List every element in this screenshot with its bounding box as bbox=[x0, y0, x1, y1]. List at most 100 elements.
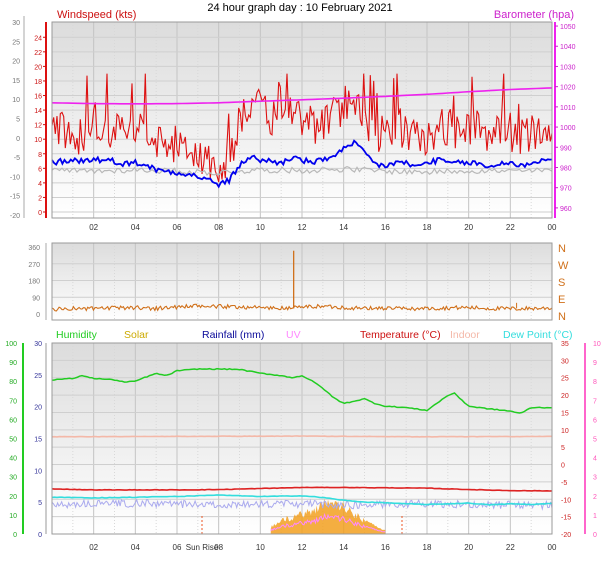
direction-tick-label: 90 bbox=[32, 295, 40, 302]
windspeed-tick-label: 10 bbox=[34, 137, 42, 144]
barometer-tick-label: 1030 bbox=[560, 64, 576, 71]
temp-tick-labels: 1009080706050403020100302520151050353025… bbox=[5, 341, 601, 552]
uv-tick-label: 7 bbox=[593, 398, 597, 405]
x-tick-label: 18 bbox=[423, 543, 432, 552]
outer-tick-label: 5 bbox=[16, 117, 20, 124]
outer-tick-label: -10 bbox=[10, 174, 20, 181]
uv-tick-label: 1 bbox=[593, 513, 597, 520]
windspeed-tick-label: 18 bbox=[34, 79, 42, 86]
windspeed-tick-label: 20 bbox=[34, 64, 42, 71]
windspeed-average-series bbox=[51, 139, 553, 189]
rainfall-tick-label: 30 bbox=[34, 341, 42, 348]
barometer-tick-label: 960 bbox=[560, 206, 572, 213]
x-tick-label: 16 bbox=[381, 223, 390, 232]
wind-series bbox=[51, 73, 553, 189]
rainfall-tick-label: 15 bbox=[34, 437, 42, 444]
x-tick-label: 00 bbox=[548, 543, 557, 552]
barometer-tick-label: 1020 bbox=[560, 85, 576, 92]
windspeed-tick-label: 14 bbox=[34, 108, 42, 115]
outer-tick-label: 0 bbox=[16, 136, 20, 143]
windspeed-gust-series bbox=[51, 73, 553, 183]
temperature-tick-label: -20 bbox=[561, 532, 571, 539]
windspeed-tick-label: 4 bbox=[38, 181, 42, 188]
windspeed-tick-label: 0 bbox=[38, 210, 42, 217]
legend-label: UV bbox=[286, 329, 301, 341]
x-tick-label: 08 bbox=[214, 543, 223, 552]
x-tick-label: 04 bbox=[131, 543, 140, 552]
x-tick-label: 18 bbox=[423, 223, 432, 232]
humidity-tick-label: 60 bbox=[9, 417, 17, 424]
legend-label: Temperature (°C) bbox=[360, 329, 441, 341]
uv-tick-label: 2 bbox=[593, 494, 597, 501]
x-tick-label: 12 bbox=[298, 223, 307, 232]
temp-legend: Humidity Solar Rainfall (mm) UV Temperature … bbox=[56, 329, 573, 341]
x-tick-label: 06 bbox=[173, 223, 182, 232]
wind-plot-border bbox=[51, 21, 553, 219]
x-tick-label: 10 bbox=[256, 223, 265, 232]
temp-series bbox=[51, 367, 553, 534]
temperature-tick-label: -15 bbox=[561, 515, 571, 522]
uv-series bbox=[270, 512, 386, 533]
barometer-tick-label: 1010 bbox=[560, 105, 576, 112]
outer-tick-label: 15 bbox=[12, 78, 20, 85]
outer-tick-label: 25 bbox=[12, 39, 20, 46]
direction-gridlines bbox=[52, 243, 552, 320]
temperature-series bbox=[51, 486, 553, 492]
x-tick-label: 22 bbox=[506, 543, 515, 552]
temperature-tick-label: 20 bbox=[561, 393, 569, 400]
humidity-tick-label: 50 bbox=[9, 437, 17, 444]
compass-label: W bbox=[558, 260, 569, 272]
windspeed-tick-label: 8 bbox=[38, 152, 42, 159]
chart-title: 24 hour graph day : 10 February 2021 bbox=[207, 2, 392, 14]
temperature-tick-label: -10 bbox=[561, 497, 571, 504]
uv-tick-label: 3 bbox=[593, 475, 597, 482]
humidity-tick-label: 100 bbox=[5, 341, 17, 348]
x-tick-label: 14 bbox=[339, 223, 348, 232]
legend-label: Humidity bbox=[56, 329, 98, 341]
outer-tick-label: -15 bbox=[10, 194, 20, 201]
outer-tick-label: 10 bbox=[12, 97, 20, 104]
wind-tick-labels: 242220181614121086420302520151050-5-10-1… bbox=[10, 20, 576, 232]
windspeed-tick-label: 24 bbox=[34, 35, 42, 42]
outer-tick-label: 20 bbox=[12, 59, 20, 66]
direction-tick-label: 180 bbox=[28, 279, 40, 286]
compass-label: E bbox=[558, 294, 565, 306]
temperature-tick-label: 35 bbox=[561, 341, 569, 348]
humidity-tick-label: 30 bbox=[9, 475, 17, 482]
outer-tick-label: 30 bbox=[12, 20, 20, 27]
outer-tick-label: -20 bbox=[10, 213, 20, 220]
temperature-tick-label: 15 bbox=[561, 410, 569, 417]
compass-label: N bbox=[558, 243, 566, 255]
x-tick-label: 20 bbox=[464, 223, 473, 232]
barometer-tick-label: 1040 bbox=[560, 44, 576, 51]
x-tick-label: 02 bbox=[89, 223, 98, 232]
x-tick-label: 12 bbox=[298, 543, 307, 552]
x-tick-label: 06 bbox=[173, 543, 182, 552]
humidity-series bbox=[51, 367, 552, 414]
rainfall-tick-label: 25 bbox=[34, 373, 42, 380]
direction-series bbox=[51, 250, 553, 312]
barometer-series bbox=[51, 87, 553, 105]
windspeed-tick-label: 22 bbox=[34, 50, 42, 57]
uv-tick-label: 8 bbox=[593, 379, 597, 386]
x-tick-label: 04 bbox=[131, 223, 140, 232]
legend-label: Solar bbox=[124, 329, 149, 341]
temperature-tick-label: 30 bbox=[561, 358, 569, 365]
windspeed-axis-label: Windspeed (kts) bbox=[57, 9, 136, 21]
dewpoint-noise-series bbox=[51, 498, 553, 511]
legend-label: Rainfall (mm) bbox=[202, 329, 264, 341]
humidity-tick-label: 20 bbox=[9, 494, 17, 501]
barometer-tick-label: 1050 bbox=[560, 24, 576, 31]
rainfall-tick-label: 5 bbox=[38, 500, 42, 507]
windspeed-gray-series bbox=[51, 165, 553, 177]
humidity-tick-label: 70 bbox=[9, 398, 17, 405]
windspeed-tick-label: 16 bbox=[34, 94, 42, 101]
x-tick-label: 16 bbox=[381, 543, 390, 552]
humidity-tick-label: 40 bbox=[9, 456, 17, 463]
x-tick-label: 20 bbox=[464, 543, 473, 552]
x-tick-label: 02 bbox=[89, 543, 98, 552]
windspeed-tick-label: 6 bbox=[38, 166, 42, 173]
barometer-axis-label: Barometer (hpa) bbox=[494, 9, 574, 21]
